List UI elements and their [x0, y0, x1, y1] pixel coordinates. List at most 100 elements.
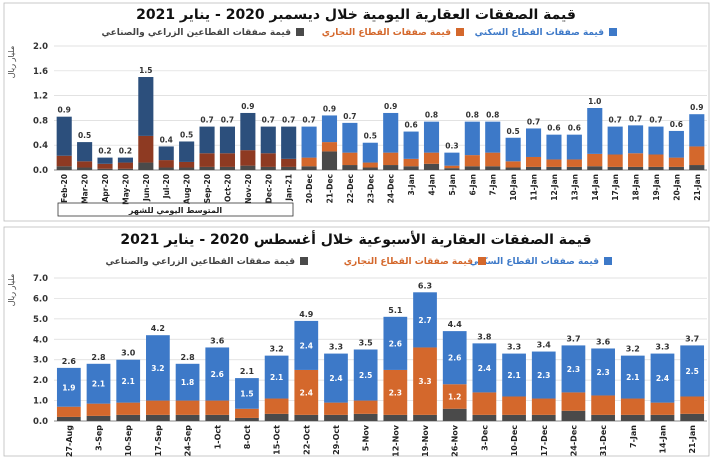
bar-segment-commercial: [281, 158, 297, 167]
bar-segment-commercial: [97, 163, 113, 169]
bar-total-label: 3.7: [685, 334, 699, 343]
bar-segment-agri-industrial: [485, 166, 501, 170]
bar-segment-commercial: [219, 153, 236, 167]
bar-segment-residential: [689, 114, 705, 147]
bar-segment-agri-industrial: [97, 168, 113, 170]
bar-segment-agri-industrial: [146, 414, 170, 421]
legend-swatch-commercial: [456, 28, 464, 36]
daily-legend: قيمة صفقات القطاع السكني قيمة صفقات القط…: [102, 28, 617, 38]
bar-segment-residential: [566, 134, 582, 160]
bar-segment-agri-industrial: [413, 414, 437, 421]
bar-total-label: 0.6: [568, 124, 581, 133]
legend-label-commercial: قيمة صفقات القطاع التجاري: [344, 257, 473, 267]
bar-total-label: 3.3: [329, 343, 343, 352]
legend-swatch-residential: [604, 257, 612, 265]
daily-chart-title: قيمة الصفقات العقارية اليومية خلال ديسمب…: [136, 7, 576, 23]
monthly-average-bracket: [57, 202, 294, 217]
x-tick-label: 17-Dec: [540, 425, 549, 457]
bar-segment-commercial: [383, 152, 399, 166]
bar-total-label: 0.8: [466, 111, 479, 120]
bar-segment-residential: [464, 121, 480, 156]
bar-segment-residential: [423, 121, 440, 153]
bar-inner-label: 2.4: [656, 374, 669, 383]
bar-total-label: 4.2: [151, 324, 165, 333]
bar-segment-commercial: [158, 160, 174, 168]
bar-total-label: 3.3: [655, 343, 669, 352]
bar-segment-commercial: [342, 152, 358, 166]
bar-segment-residential: [324, 353, 348, 403]
bar-segment-residential: [525, 128, 542, 157]
bar-segment-commercial: [502, 396, 526, 415]
weekly-bars: 1.9 2.1 2.1 3.2 1.8 2.6 1.5 2.1 2.4 2.4 2.4 2.5 2.3 2…: [56, 292, 705, 421]
bar-inner-label: 3.2: [151, 364, 164, 373]
x-tick-label: 24-Dec: [569, 425, 578, 457]
x-tick-label: 10-Jan: [509, 174, 518, 201]
x-tick-label: 3-Jan: [407, 174, 416, 196]
bar-segment-residential: [403, 131, 419, 159]
bar-inner-label: 2.1: [122, 377, 135, 386]
y-tick-label: 2.0: [33, 42, 48, 52]
bar-segment-commercial: [403, 158, 419, 167]
bar-segment-residential: [591, 348, 615, 396]
bar-inner-label: 2.3: [389, 388, 402, 397]
bar-segment-residential: [620, 355, 645, 399]
bar-segment-residential: [281, 126, 297, 159]
bar-total-label: 0.6: [547, 124, 560, 133]
bar-segment-commercial: [353, 400, 378, 414]
x-tick-label: 1-Oct: [213, 425, 222, 449]
bar-inner-label: 2.1: [507, 371, 520, 380]
y-tick-label: 7.0: [33, 274, 48, 284]
bar-segment-agri-industrial: [56, 416, 81, 421]
bar-segment-commercial: [413, 347, 437, 415]
bar-total-label: 4.4: [448, 320, 463, 329]
bar-segment-residential: [383, 112, 399, 153]
bar-total-label: 0.5: [180, 130, 193, 139]
bar-total-label: 0.7: [221, 116, 234, 125]
x-tick-label: 17-Sep: [154, 425, 163, 457]
x-tick-label: 20-Jan: [672, 174, 681, 201]
y-tick-label: 5.0: [33, 315, 48, 325]
bar-inner-label: 2.3: [567, 365, 580, 374]
x-tick-label: 12-Nov: [391, 424, 400, 457]
bar-segment-agri-industrial: [281, 166, 297, 170]
bar-segment-agri-industrial: [179, 167, 195, 170]
bar-inner-label: 2.7: [418, 316, 431, 325]
y-tick-label: 1.6: [33, 67, 48, 77]
bar-inner-label: 2.1: [270, 373, 283, 382]
weekly-chart-frame: [3, 226, 710, 457]
y-tick-label: 4.0: [33, 335, 48, 345]
bar-segment-residential: [294, 320, 319, 370]
bar-segment-commercial: [179, 161, 195, 168]
bar-segment-agri-industrial: [502, 414, 526, 421]
bar-segment-residential: [117, 157, 133, 163]
bar-segment-residential: [650, 353, 675, 403]
bar-segment-commercial: [587, 153, 603, 167]
bar-total-label: 0.9: [323, 104, 336, 113]
bar-total-label: 0.9: [58, 106, 71, 115]
bar-segment-agri-industrial: [680, 413, 705, 421]
x-tick-label: 24-Sep: [184, 425, 193, 457]
bar-segment-residential: [158, 146, 174, 161]
bar-segment-agri-industrial: [403, 166, 419, 170]
x-tick-label: 10-Sep: [124, 425, 133, 457]
bar-inner-label: 1.2: [448, 392, 461, 401]
bar-total-label: 0.9: [690, 103, 703, 112]
bar-segment-agri-industrial: [620, 414, 645, 421]
x-tick-label: 18-Jan: [632, 174, 641, 201]
bar-segment-commercial: [444, 165, 460, 169]
bar-segment-commercial: [566, 159, 582, 167]
x-tick-label: 21-Jan: [688, 425, 697, 454]
bar-segment-agri-industrial: [294, 414, 319, 421]
bar-segment-residential: [546, 134, 562, 160]
bar-segment-commercial: [321, 142, 338, 152]
weekly-x-ticks: 27-Aug 3-Sep 10-Sep 17-Sep 24-Sep 1-Oct 8-Oct 1…: [65, 424, 697, 457]
bar-total-label: 0.3: [445, 142, 458, 151]
bar-inner-label: 2.5: [686, 367, 699, 376]
bar-segment-residential: [77, 142, 93, 162]
bar-segment-residential: [199, 126, 215, 154]
bar-segment-commercial: [56, 406, 81, 417]
bar-total-label: 2.6: [62, 357, 77, 366]
x-tick-label: 4-Jan: [428, 174, 437, 196]
bar-segment-agri-industrial: [628, 166, 644, 170]
